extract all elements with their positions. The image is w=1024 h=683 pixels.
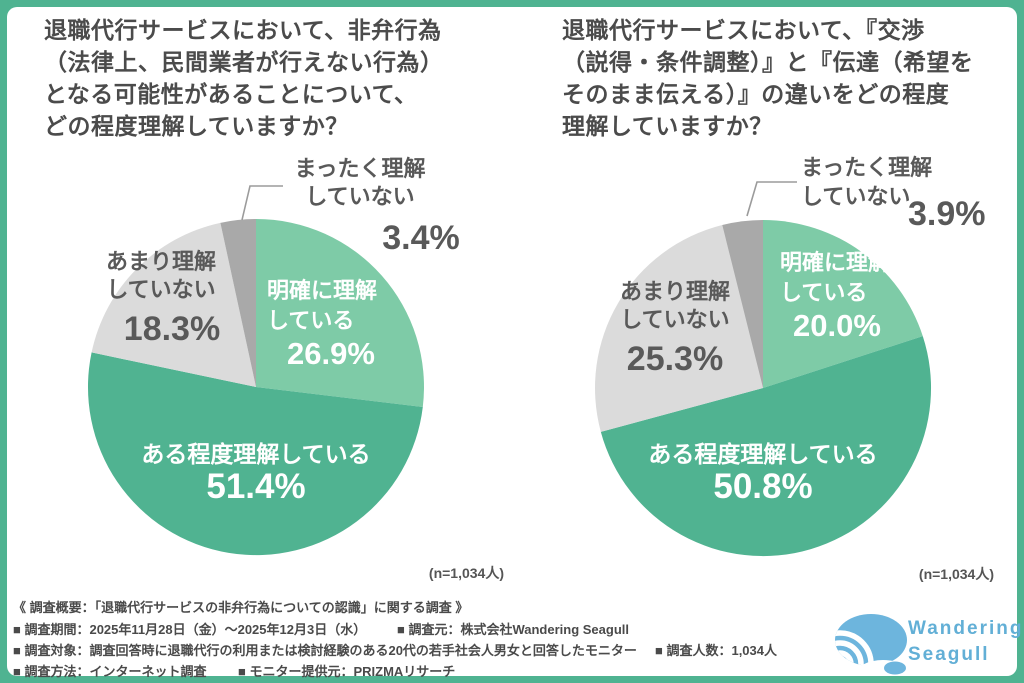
survey-overview-heading: 《 調査概要：「退職代行サービスの非弁行為についての認識」に関する調査 》 [13, 600, 469, 615]
label-meikaku-left: 明確に理解 している [267, 276, 377, 336]
title-line: どの程度理解していますか？ [44, 113, 349, 139]
title-line: そのまま伝える）』の違いをどの程度 [562, 81, 950, 107]
survey-target: ■ 調査対象：調査回答時に退職代行の利用または検討経験のある20代の若手社会人男… [13, 643, 637, 658]
n-label-right: (n=1,034人) [918, 566, 994, 582]
value-meikaku-left: 26.9% [287, 336, 375, 371]
label-line: まったく理解 [801, 155, 933, 180]
label-line: していない [620, 307, 730, 332]
label-amari-left: あまり理解 していない [95, 248, 227, 304]
wandering-seagull-logo: Wandering Seagull [833, 610, 1021, 676]
n-label-left: (n=1,034人) [428, 565, 504, 581]
label-line: まったく理解 [294, 156, 426, 181]
label-line: していない [305, 184, 415, 209]
label-aruteido-left: ある程度理解している [141, 441, 371, 467]
label-mattaku-left: まったく理解 していない [280, 155, 440, 211]
left-chart-title: 退職代行サービスにおいて、非弁行為 （法律上、民間業者が行えない行為） となる可… [44, 14, 444, 142]
survey-method-row: ■ 調査方法：インターネット調査 ■ モニター提供元：PRIZMAリサーチ [13, 661, 613, 680]
value-amari-left: 18.3% [123, 310, 221, 348]
value-aruteido-left: 51.4% [206, 467, 306, 506]
label-line: していない [106, 277, 216, 302]
survey-monitor-provider: ■ モニター提供元：PRIZMAリサーチ [238, 664, 456, 679]
value-meikaku-right: 20.0% [793, 308, 881, 343]
title-line: 退職代行サービスにおいて、非弁行為 [44, 17, 442, 43]
label-mattaku-right: まったく理解 していない [801, 153, 932, 211]
label-line: 明確に理解 [267, 278, 378, 303]
label-line: している [780, 280, 868, 305]
label-line: あまり理解 [619, 279, 730, 304]
survey-period-row: ■ 調査期間：2025年11月28日（金）～2025年12月3日（水） ■ 調査… [13, 619, 833, 638]
label-line: していない [801, 184, 911, 209]
survey-target-row: ■ 調査対象：調査回答時に退職代行の利用または検討経験のある20代の若手社会人男… [13, 640, 913, 659]
label-line: している [267, 308, 355, 333]
title-line: （説得・条件調整）』と『伝達（希望を [562, 49, 974, 75]
survey-source: ■ 調査元：株式会社Wandering Seagull [397, 622, 629, 637]
title-line: 理解していますか？ [562, 113, 773, 139]
label-line: あまり理解 [105, 249, 216, 274]
survey-period: ■ 調査期間：2025年11月28日（金）～2025年12月3日（水） [13, 622, 367, 637]
logo-line: Wandering [908, 618, 1024, 639]
logo-line: Seagull [908, 644, 990, 665]
logo-wordmark: Wandering Seagull [908, 616, 1023, 668]
label-amari-right: あまり理解 していない [608, 278, 742, 334]
title-line: となる可能性があることについて、 [44, 81, 418, 107]
label-meikaku-right: 明確に理解 している [780, 248, 890, 308]
title-line: （法律上、民間業者が行えない行為） [44, 49, 444, 75]
right-chart-title: 退職代行サービスにおいて、『交渉 （説得・条件調整）』と『伝達（希望を そのまま… [562, 14, 974, 142]
title-line: 退職代行サービスにおいて、『交渉 [562, 17, 925, 43]
value-aruteido-right: 50.8% [713, 467, 813, 506]
seagull-cloud-icon [835, 614, 910, 675]
label-line: 明確に理解 [780, 250, 891, 275]
value-amari-right: 25.3% [626, 340, 724, 378]
value-mattaku-right: 3.9% [908, 195, 986, 233]
value-mattaku-left: 3.4% [382, 219, 460, 257]
survey-method: ■ 調査方法：インターネット調査 [13, 664, 207, 679]
survey-count: ■ 調査人数：1,034人 [655, 643, 777, 658]
label-aruteido-right: ある程度理解している [648, 441, 878, 467]
